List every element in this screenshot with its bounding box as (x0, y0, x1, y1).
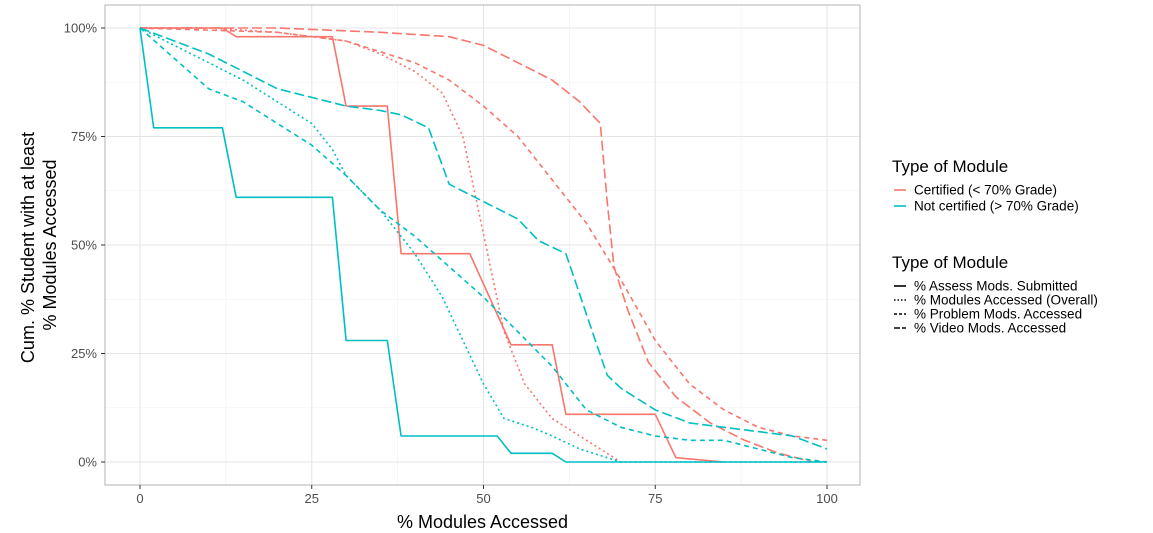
y-tick-label: 100% (64, 21, 98, 36)
legend-linetype-label: % Assess Mods. Submitted (914, 279, 1078, 294)
series-line-1 (140, 27, 622, 463)
legend-linetype-title: Type of Module (892, 253, 1008, 272)
plot-panel (104, 4, 861, 486)
x-axis-tick-labels: 0 25 50 75 100 (136, 491, 837, 506)
y-tick-label: 75% (71, 129, 97, 144)
legend-color: Type of Module Certified (< 70% Grade)No… (892, 157, 1079, 214)
y-axis-title-line-1: Cum. % Student with at least (18, 132, 38, 363)
legend-linetype-label: % Modules Accessed (Overall) (914, 293, 1098, 308)
series-line-2 (139, 27, 828, 442)
x-tick-label: 50 (476, 491, 490, 506)
series-line-3 (140, 27, 814, 463)
x-tick-label: 100 (816, 491, 838, 506)
axis-ticks (101, 27, 828, 489)
y-tick-label: 25% (71, 346, 97, 361)
series-line-4 (139, 27, 827, 463)
y-tick-label: 50% (71, 238, 97, 253)
x-axis-title: % Modules Accessed (397, 512, 568, 532)
legend-color-title: Type of Module (892, 157, 1008, 176)
x-tick-label: 75 (648, 491, 662, 506)
legend-linetype: Type of Module % Assess Mods. Submitted%… (892, 253, 1098, 336)
legend-color-label: Not certified (> 70% Grade) (914, 199, 1079, 214)
series-lines (139, 27, 828, 463)
x-tick-label: 0 (136, 491, 143, 506)
y-tick-label: 0% (78, 455, 97, 470)
series-line-0 (140, 27, 724, 463)
y-axis-tick-labels: 0% 25% 50% 75% 100% (64, 21, 98, 470)
series-line-7 (139, 27, 828, 450)
y-axis-title-line-2: % Modules Accessed (40, 159, 60, 330)
series-line-6 (139, 27, 828, 463)
y-axis-title: Cum. % Student with at least % Modules A… (18, 127, 60, 363)
legend-color-label: Certified (< 70% Grade) (914, 183, 1057, 198)
legend-linetype-label: % Video Mods. Accessed (914, 321, 1066, 336)
legend-linetype-label: % Problem Mods. Accessed (914, 307, 1082, 322)
x-tick-label: 25 (305, 491, 319, 506)
